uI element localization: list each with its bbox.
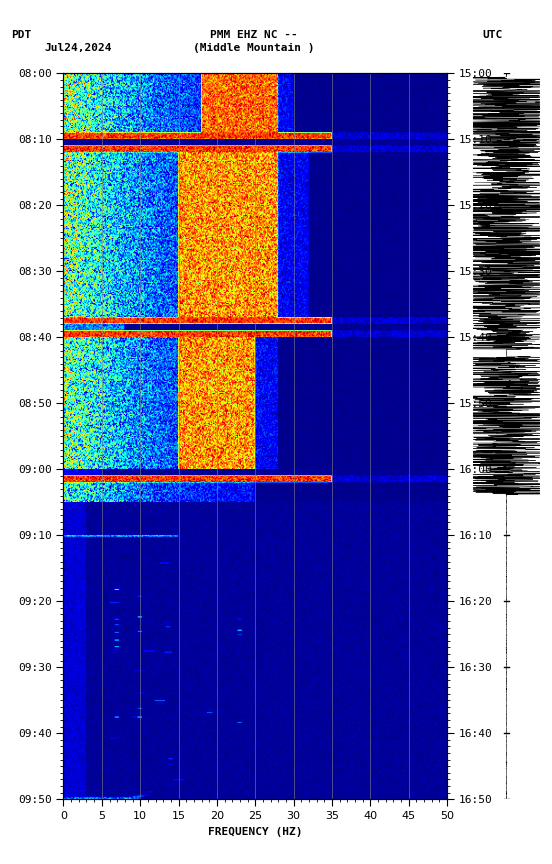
- Text: (Middle Mountain ): (Middle Mountain ): [193, 42, 315, 53]
- Text: UTC: UTC: [482, 29, 502, 40]
- Text: PMM EHZ NC --: PMM EHZ NC --: [210, 29, 298, 40]
- X-axis label: FREQUENCY (HZ): FREQUENCY (HZ): [208, 827, 302, 836]
- Text: PDT: PDT: [11, 29, 31, 40]
- Text: Jul24,2024: Jul24,2024: [44, 42, 112, 53]
